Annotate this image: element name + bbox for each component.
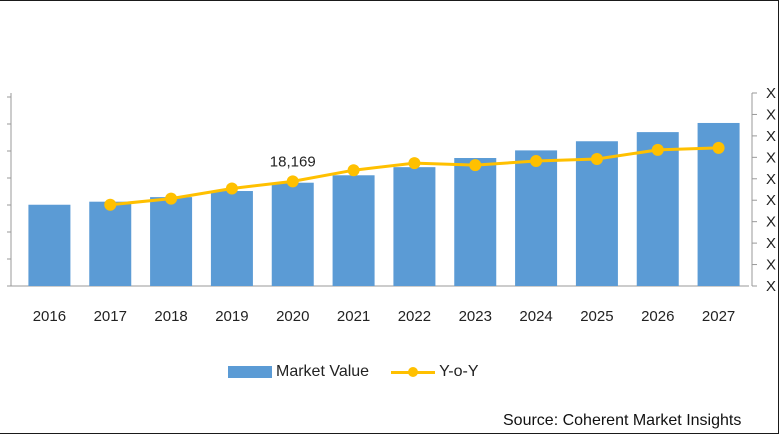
legend: Market Value Y-o-Y — [228, 361, 501, 383]
legend-label-market-value: Market Value — [276, 363, 370, 380]
source-note: Source: Coherent Market Insights — [503, 412, 742, 429]
right-axis-tick-label: X — [766, 278, 776, 295]
yoy-point-2024 — [530, 155, 543, 168]
bar-2020 — [271, 182, 314, 286]
right-axis-tick-label: X — [766, 257, 776, 274]
yoy-point-2019 — [225, 182, 238, 195]
bar-2022 — [393, 167, 436, 286]
x-tick-label-2023: 2023 — [459, 308, 492, 325]
right-axis-tick-label: X — [766, 235, 776, 252]
x-tick-label-2021: 2021 — [337, 308, 370, 325]
bar-2026 — [636, 132, 679, 286]
yoy-point-2018 — [165, 192, 178, 205]
yoy-point-2023 — [469, 159, 482, 172]
right-axis-tick-label: X — [766, 149, 776, 166]
right-axis-tick-label: X — [766, 171, 776, 188]
right-axis-tick-label: X — [766, 192, 776, 209]
yoy-point-2025 — [590, 153, 603, 166]
x-tick-label-2019: 2019 — [215, 308, 248, 325]
yoy-point-2021 — [347, 164, 360, 177]
bar-2024 — [515, 150, 558, 286]
bar-2019 — [210, 191, 253, 286]
yoy-point-2017 — [104, 198, 117, 211]
right-axis-tick-label: X — [766, 85, 776, 102]
x-tick-label-2024: 2024 — [519, 308, 552, 325]
legend-item-market-value: Market Value — [228, 363, 369, 381]
x-tick-label-2027: 2027 — [702, 308, 735, 325]
right-axis-tick-label: X — [766, 128, 776, 145]
x-tick-label-2018: 2018 — [154, 308, 187, 325]
right-axis-tick-label: X — [766, 106, 776, 123]
bar-2021 — [332, 175, 375, 286]
x-tick-label-2022: 2022 — [398, 308, 431, 325]
yoy-point-2026 — [651, 143, 664, 156]
x-tick-label-2025: 2025 — [580, 308, 613, 325]
x-tick-label-2026: 2026 — [641, 308, 674, 325]
bar-2023 — [454, 158, 497, 286]
right-axis-tick-label: X — [766, 214, 776, 231]
legend-item-yoy: Y-o-Y — [391, 363, 479, 381]
x-tick-label-2016: 2016 — [33, 308, 66, 325]
legend-label-yoy: Y-o-Y — [439, 363, 479, 380]
legend-marker — [408, 367, 419, 377]
yoy-point-2022 — [408, 157, 421, 170]
bar-2018 — [150, 197, 193, 286]
x-tick-label-2017: 2017 — [94, 308, 127, 325]
yoy-point-2020 — [286, 175, 299, 188]
x-tick-label-2020: 2020 — [276, 308, 309, 325]
legend-line-swatch — [391, 366, 436, 378]
legend-bar-swatch — [228, 366, 272, 378]
bar-2025 — [575, 141, 618, 286]
bar-2017 — [89, 201, 132, 286]
data-label-2020: 18,169 — [270, 154, 316, 171]
bar-2016 — [28, 204, 71, 286]
yoy-point-2027 — [712, 141, 725, 154]
